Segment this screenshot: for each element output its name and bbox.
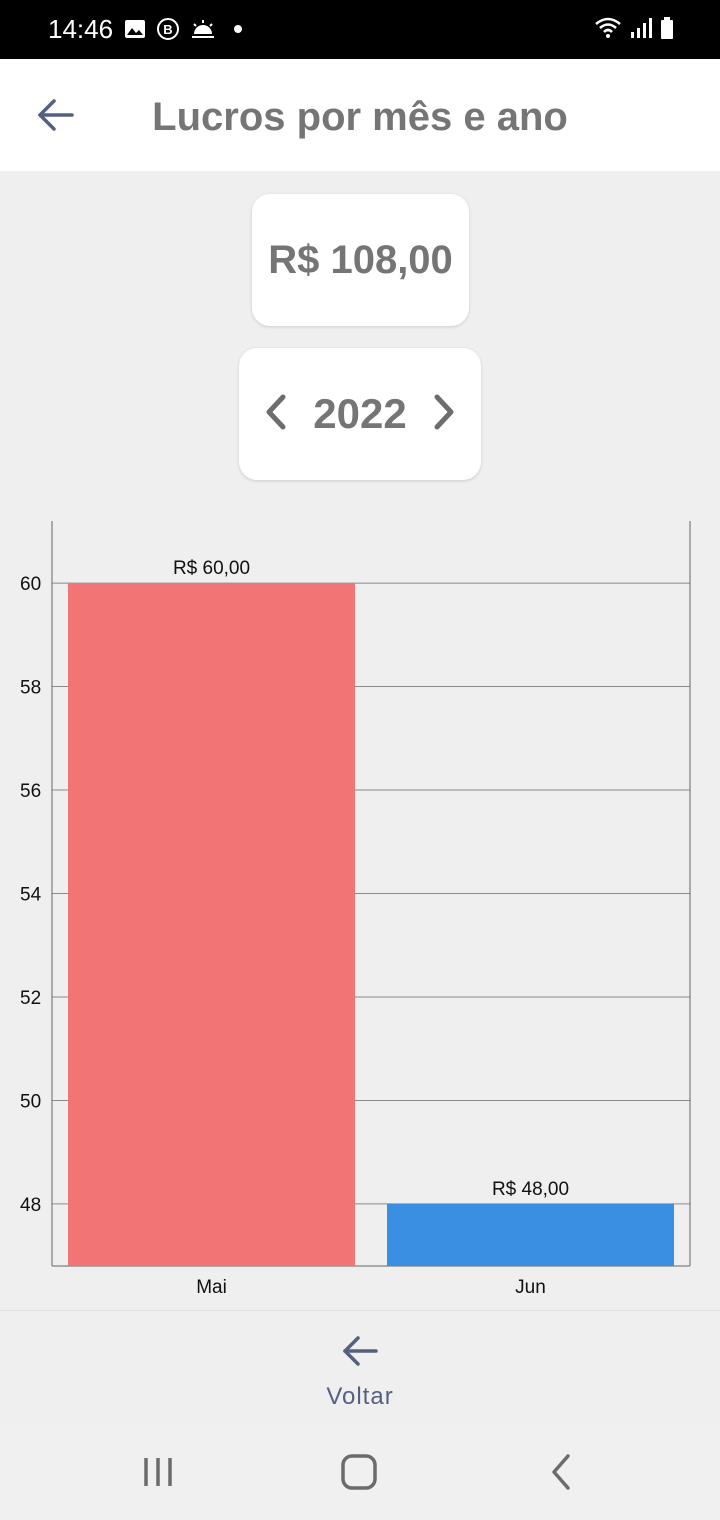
y-tick-label: 48	[20, 1195, 41, 1216]
recent-apps-button[interactable]	[138, 1452, 178, 1497]
y-tick-label: 52	[20, 988, 41, 1009]
y-tick-label: 60	[20, 574, 41, 595]
dot-icon	[234, 25, 242, 33]
signal-icon	[631, 18, 652, 38]
bar-value-label: R$ 60,00	[173, 558, 250, 579]
voltar-label: Voltar	[326, 1383, 394, 1410]
app-bar: Lucros por mês e ano	[0, 59, 720, 171]
svg-text:B: B	[163, 22, 172, 37]
y-tick-label: 50	[20, 1091, 41, 1112]
bar-mai	[68, 583, 355, 1266]
system-back-button[interactable]	[544, 1452, 578, 1497]
b-badge-icon: B	[157, 18, 179, 40]
x-tick-label: Mai	[196, 1277, 227, 1298]
recent-apps-icon	[144, 1458, 172, 1486]
bottom-nav: Voltar	[0, 1310, 720, 1424]
weather-icon	[192, 20, 214, 38]
back-button[interactable]	[30, 93, 80, 137]
voltar-button[interactable]: Voltar	[310, 1333, 410, 1413]
status-icons-right	[594, 16, 674, 40]
y-tick-label: 58	[20, 678, 41, 699]
x-tick-label: Jun	[515, 1277, 546, 1298]
next-year-button[interactable]	[429, 392, 459, 432]
arrow-left-icon	[38, 99, 74, 131]
previous-year-button[interactable]	[261, 392, 291, 432]
y-tick-label: 54	[20, 885, 42, 906]
status-bar: 14:46 B	[0, 0, 720, 59]
arrow-left-icon	[343, 1336, 378, 1366]
year-selector: 2022	[239, 348, 481, 480]
system-navigation-bar	[0, 1424, 720, 1520]
total-profit-card: R$ 108,00	[252, 194, 469, 326]
wifi-icon	[595, 17, 621, 38]
battery-icon	[661, 17, 673, 39]
y-tick-label: 56	[20, 781, 41, 802]
status-time: 14:46	[48, 14, 114, 44]
back-icon	[552, 1454, 570, 1490]
image-icon	[125, 20, 145, 38]
home-icon	[341, 1454, 377, 1490]
page-title: Lucros por mês e ano	[152, 95, 568, 139]
status-icons-left: B	[124, 17, 246, 41]
total-profit-value: R$ 108,00	[268, 237, 453, 282]
home-button[interactable]	[338, 1452, 380, 1497]
bar-value-label: R$ 48,00	[492, 1179, 569, 1200]
bar-jun	[387, 1203, 674, 1266]
chevron-right-icon	[434, 394, 454, 430]
chevron-left-icon	[266, 394, 286, 430]
profit-bar-chart: 48 50 52 54 56 58 60 R$ 60,00 Mai R$ 48,00 Jun	[20, 521, 691, 1298]
year-value: 2022	[313, 390, 407, 437]
